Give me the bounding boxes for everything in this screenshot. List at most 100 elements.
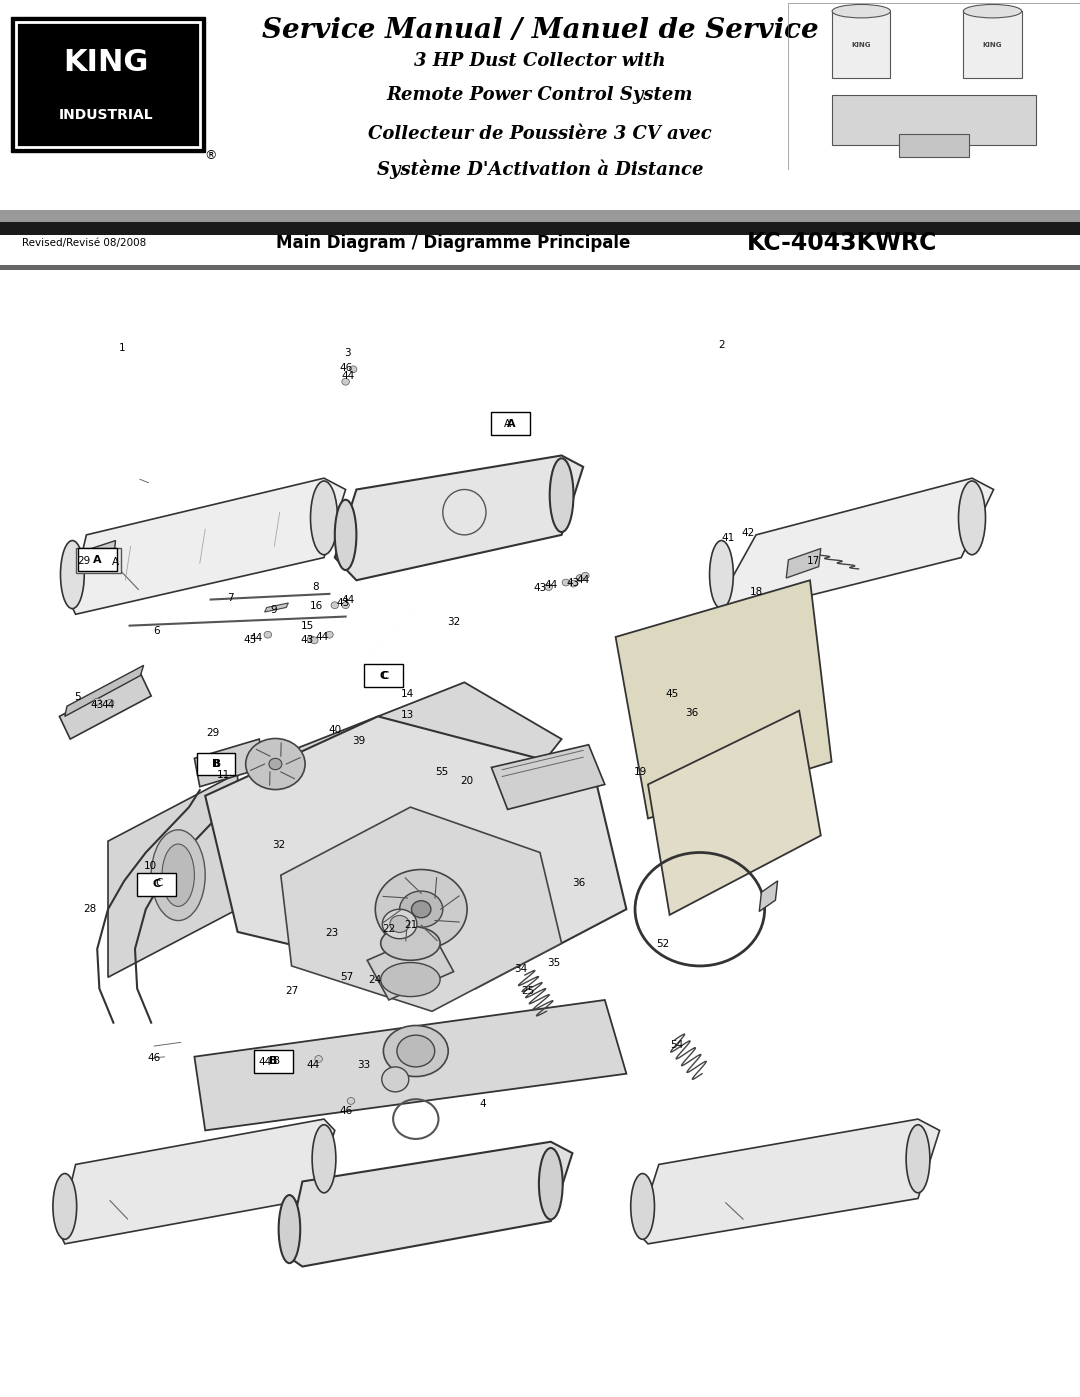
Ellipse shape (94, 698, 102, 705)
Polygon shape (963, 11, 1022, 78)
Polygon shape (900, 134, 969, 156)
Text: Main Diagram / Diagramme Principale: Main Diagram / Diagramme Principale (276, 233, 631, 251)
Ellipse shape (307, 636, 314, 643)
Polygon shape (70, 478, 346, 615)
Ellipse shape (959, 481, 986, 555)
Text: 44: 44 (315, 631, 328, 643)
Ellipse shape (311, 481, 337, 555)
Text: C: C (156, 879, 162, 888)
Ellipse shape (539, 1148, 563, 1220)
Text: 27: 27 (285, 986, 298, 996)
Text: 44: 44 (577, 576, 590, 585)
Ellipse shape (162, 844, 194, 907)
Ellipse shape (106, 700, 114, 705)
Text: 13: 13 (401, 710, 414, 721)
Text: 52: 52 (657, 939, 670, 950)
Ellipse shape (335, 500, 356, 570)
Text: 21: 21 (404, 921, 417, 930)
Text: 40: 40 (328, 725, 341, 735)
Text: 32: 32 (447, 617, 460, 627)
Bar (491, 412, 530, 434)
Text: KING: KING (851, 42, 872, 47)
Text: 23: 23 (325, 928, 338, 937)
Text: INDUSTRIAL: INDUSTRIAL (58, 108, 153, 122)
Ellipse shape (411, 901, 431, 918)
Text: 3: 3 (345, 348, 351, 359)
Text: Collecteur de Poussière 3 CV avec: Collecteur de Poussière 3 CV avec (368, 126, 712, 144)
Ellipse shape (397, 1035, 434, 1067)
Text: Revised/Revisé 08/2008: Revised/Revisé 08/2008 (22, 237, 146, 247)
Bar (0, 267, 1080, 268)
Polygon shape (194, 1000, 626, 1130)
Bar (197, 753, 235, 775)
Ellipse shape (400, 891, 443, 928)
Polygon shape (786, 549, 821, 578)
Polygon shape (59, 1119, 335, 1243)
Text: C: C (379, 671, 388, 680)
Text: 44: 44 (102, 700, 114, 710)
Ellipse shape (390, 915, 409, 932)
Text: 46: 46 (148, 1053, 161, 1063)
Bar (78, 549, 117, 571)
Text: B: B (273, 1056, 280, 1066)
Text: 34: 34 (514, 964, 527, 974)
Text: KC-4043KWRC: KC-4043KWRC (747, 231, 937, 254)
Ellipse shape (382, 1067, 408, 1092)
Text: 43: 43 (300, 636, 313, 645)
Ellipse shape (382, 909, 417, 939)
Polygon shape (491, 745, 605, 809)
Ellipse shape (342, 379, 350, 386)
Text: 33: 33 (357, 1060, 370, 1070)
Text: 3 HP Dust Collector with: 3 HP Dust Collector with (415, 52, 665, 70)
Text: 4: 4 (480, 1099, 486, 1109)
Text: 15: 15 (301, 620, 314, 630)
Ellipse shape (315, 1056, 322, 1062)
Text: 28: 28 (83, 904, 96, 914)
Ellipse shape (151, 830, 205, 921)
Text: B: B (212, 759, 220, 768)
FancyBboxPatch shape (16, 22, 200, 147)
Polygon shape (270, 682, 562, 852)
Polygon shape (79, 541, 116, 571)
Text: 29: 29 (78, 556, 91, 566)
Bar (364, 664, 403, 687)
Text: 44: 44 (307, 1060, 320, 1070)
Text: 44: 44 (544, 580, 557, 590)
Text: 8: 8 (312, 583, 319, 592)
Text: 11: 11 (217, 770, 230, 781)
Ellipse shape (246, 739, 305, 789)
Ellipse shape (326, 631, 333, 638)
Text: 19: 19 (634, 767, 647, 777)
Bar (0, 222, 1080, 235)
Text: B: B (269, 1056, 278, 1066)
Text: 1: 1 (119, 342, 125, 352)
FancyBboxPatch shape (11, 17, 205, 152)
Polygon shape (648, 711, 821, 915)
Text: 43: 43 (534, 583, 546, 594)
Text: 29: 29 (206, 728, 219, 739)
Ellipse shape (348, 1098, 354, 1105)
Ellipse shape (570, 580, 577, 587)
Polygon shape (637, 1119, 940, 1243)
Ellipse shape (906, 1125, 930, 1193)
Ellipse shape (545, 584, 552, 591)
Text: A: A (504, 419, 511, 429)
Text: 43: 43 (567, 577, 580, 588)
Text: B: B (214, 759, 220, 768)
Ellipse shape (631, 1173, 654, 1239)
Text: 44: 44 (341, 372, 354, 381)
Text: 20: 20 (460, 777, 473, 787)
Polygon shape (108, 773, 238, 978)
Ellipse shape (332, 602, 339, 609)
Ellipse shape (380, 963, 441, 996)
Polygon shape (205, 717, 626, 989)
Polygon shape (335, 455, 583, 580)
Polygon shape (759, 882, 778, 911)
Ellipse shape (265, 631, 271, 638)
Ellipse shape (311, 637, 318, 644)
Bar (137, 873, 176, 895)
Ellipse shape (53, 1173, 77, 1239)
Polygon shape (718, 478, 994, 615)
Polygon shape (281, 807, 562, 1011)
Bar (0, 210, 1080, 222)
